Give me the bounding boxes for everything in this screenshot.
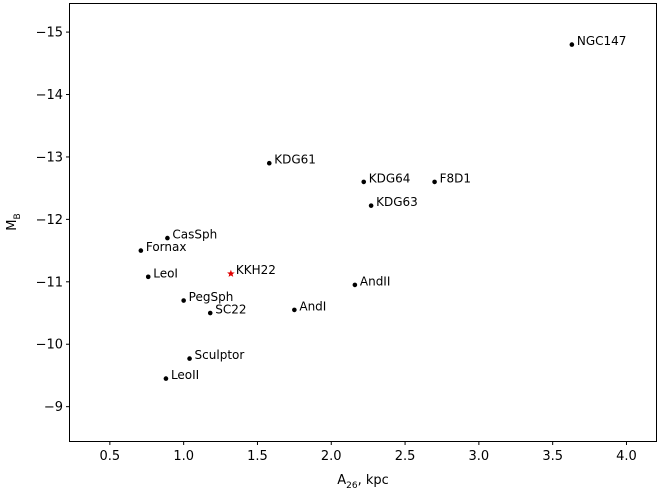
data-point <box>432 179 437 185</box>
data-point <box>368 203 374 208</box>
data-point <box>163 376 169 381</box>
data-point <box>352 282 358 288</box>
x-tick-label: 1.0 <box>173 449 194 464</box>
point-label: CasSph <box>172 228 217 242</box>
x-tick-label: 4.0 <box>616 449 637 464</box>
point-label: PegSph <box>189 290 234 304</box>
y-axis-label: MB <box>5 213 23 230</box>
y-tick-label: −11 <box>36 275 63 290</box>
y-axis-ticks: −9 −10 −11 −12 −13 −14 −15 <box>36 26 70 415</box>
x-axis-ticks: 0.5 1.0 1.5 2.0 2.5 3.0 3.5 4.0 <box>100 441 637 464</box>
y-tick-label: −13 <box>36 150 63 165</box>
data-point <box>181 298 186 303</box>
point-label: KDG64 <box>369 171 411 185</box>
point-label: F8D1 <box>440 171 471 185</box>
y-tick-label: −10 <box>36 338 63 353</box>
x-tick-label: 1.5 <box>247 449 268 464</box>
x-tick-label: 0.5 <box>100 449 121 464</box>
data-point <box>361 179 367 185</box>
y-tick-label: −14 <box>36 88 63 103</box>
y-tick-label: −9 <box>44 400 63 415</box>
y-axis-label-sub: B <box>13 213 23 219</box>
data-point <box>207 310 213 316</box>
point-label: SC22 <box>215 303 246 317</box>
point-label: LeoII <box>171 368 199 382</box>
data-point <box>165 235 170 241</box>
plot-frame <box>69 3 657 442</box>
point-label: NGC147 <box>577 34 627 48</box>
point-label: KKH22 <box>236 263 276 277</box>
x-tick-label: 2.0 <box>321 449 342 464</box>
x-axis-label: A26, kpc <box>337 473 389 491</box>
x-tick-label: 2.5 <box>395 449 416 464</box>
x-tick-label: 3.0 <box>469 449 490 464</box>
point-label: Fornax <box>146 240 187 254</box>
point-label: KDG63 <box>376 195 418 209</box>
x-axis-label-sub: 26 <box>346 481 358 491</box>
data-point <box>292 307 297 313</box>
x-tick-label: 3.5 <box>542 449 563 464</box>
x-axis-label-suffix: , kpc <box>358 473 389 488</box>
x-axis-label-main: A <box>337 473 346 488</box>
point-label: AndI <box>299 299 326 313</box>
point-label: Sculptor <box>195 348 245 362</box>
y-tick-label: −12 <box>36 213 63 228</box>
data-point-highlight-star <box>227 269 235 277</box>
data-point <box>266 160 272 166</box>
y-axis-label-main: M <box>5 219 20 230</box>
point-label: AndII <box>360 274 391 288</box>
data-point <box>138 248 144 253</box>
point-label: LeoI <box>153 266 178 280</box>
data-point <box>145 274 151 280</box>
y-tick-label: −15 <box>36 26 63 41</box>
point-label: KDG61 <box>274 153 316 167</box>
data-point <box>569 42 575 47</box>
data-point <box>187 356 192 361</box>
